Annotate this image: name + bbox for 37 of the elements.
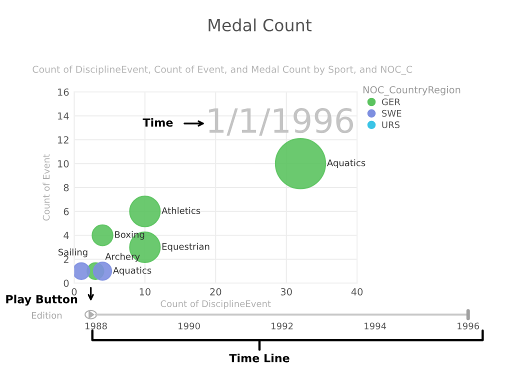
legend-title: NOC_CountryRegion: [363, 86, 460, 96]
x-tick-label: 0: [72, 288, 77, 296]
text: 1996: [458, 322, 480, 330]
y-tick-label: 2: [64, 256, 68, 263]
data-label: Sailing: [58, 248, 88, 258]
y-tick-label: 4: [64, 232, 69, 240]
y-tick-label: 14: [58, 112, 69, 120]
text: 1994: [364, 322, 386, 330]
legend-label: SWE: [382, 110, 402, 117]
legend-label: GER: [382, 98, 400, 106]
y-tick-label: 16: [58, 88, 69, 96]
x-axis-title: Count of DisciplineEvent: [160, 300, 271, 309]
data-label: Athletics: [162, 207, 200, 214]
annotation: 1/1/1996: [209, 108, 354, 136]
y-tick-label: 12: [58, 136, 68, 144]
text: Edition: [32, 312, 62, 319]
x-tick-label: 20: [210, 288, 222, 296]
annotation: Time: [142, 118, 173, 127]
text: Play Button: [6, 294, 78, 306]
y-tick-label: 6: [64, 208, 69, 216]
chart-title: Medal Count: [208, 18, 312, 32]
text: Time Line: [229, 354, 290, 362]
chart-subtitle: Count of DisciplineEvent, Count of Event, and Medal Count by Sport, and NOC_C: [32, 66, 412, 75]
y-tick-label: 10: [58, 160, 69, 168]
text: 1990: [178, 322, 200, 330]
y-axis-title: Count of Event: [42, 154, 50, 221]
data-label: Equestrian: [162, 242, 210, 252]
x-tick-label: 40: [351, 288, 363, 296]
text: 1988: [86, 322, 107, 330]
x-tick-label: 30: [280, 288, 292, 296]
y-tick-label: 8: [64, 184, 69, 192]
data-label: Aquatics: [327, 159, 366, 168]
text: 1992: [272, 322, 293, 330]
x-tick-label: 10: [140, 288, 150, 296]
y-tick-label: 0: [64, 280, 69, 287]
data-label: Aquatics: [112, 266, 152, 276]
legend-label: URS: [382, 121, 400, 128]
